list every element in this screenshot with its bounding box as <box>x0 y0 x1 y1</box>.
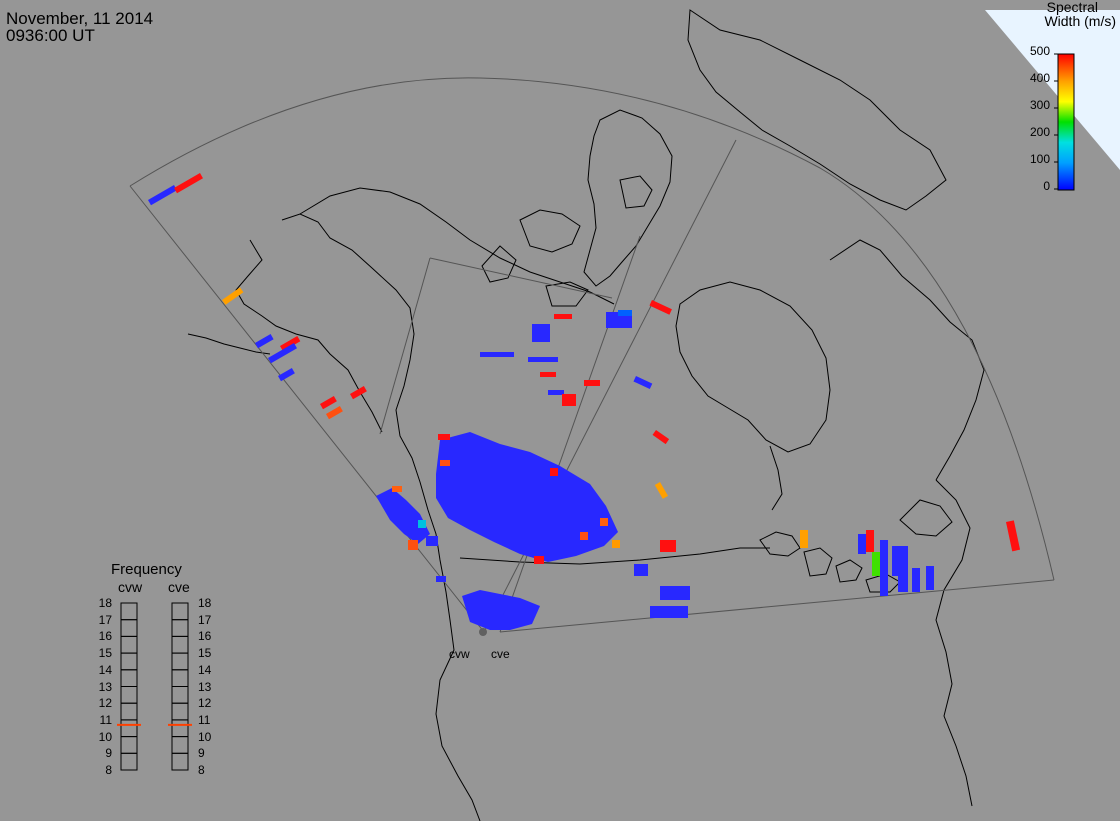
frequency-tick-label: 14 <box>198 662 212 677</box>
fov-outer-arc <box>129 77 1055 581</box>
colorbar-tick-label: 200 <box>1029 125 1050 139</box>
site-label-cve: cve <box>491 647 510 661</box>
radar-site-marker <box>479 628 487 636</box>
colorbar-tick-label: 0 <box>1043 179 1050 193</box>
frequency-tick-label: 10 <box>198 729 212 744</box>
time-label: 0936:00 UT <box>6 26 95 45</box>
fov-east-edge <box>499 579 1055 633</box>
frequency-tick-label: 17 <box>98 612 112 627</box>
frequency-cell <box>120 752 138 771</box>
pacific-coastline <box>281 213 481 821</box>
site-label-cvw: cvw <box>449 647 470 661</box>
frequency-tick-label: 16 <box>198 629 212 644</box>
frequency-title: Frequency <box>111 561 182 578</box>
arctic-coast <box>299 187 615 305</box>
colorbar-tick-label: 500 <box>1029 44 1050 58</box>
frequency-tick-label: 9 <box>198 746 205 761</box>
james-bay <box>769 445 783 511</box>
fov-inner-right <box>499 235 641 633</box>
frequency-tick-label: 17 <box>198 612 212 627</box>
date-label: November, 11 2014 <box>6 9 154 28</box>
greenland <box>687 9 947 211</box>
colorbar-title-line1: Spectral <box>1046 0 1098 15</box>
frequency-tick-label: 15 <box>98 646 112 661</box>
frequency-tick-label: 15 <box>198 646 212 661</box>
alaska-coast <box>235 239 383 433</box>
frequency-tick-label: 8 <box>198 763 205 777</box>
frequency-tick-label: 11 <box>198 712 211 727</box>
backscatter-patch-near <box>462 590 540 630</box>
frequency-radar-header-cvw: cvw <box>118 579 143 595</box>
colorbar <box>1057 53 1075 191</box>
arctic-islands <box>481 175 653 307</box>
hudson-bay <box>675 281 831 453</box>
frequency-tick-label: 12 <box>98 696 112 711</box>
labrador-coast <box>829 239 985 481</box>
frequency-tick-label: 12 <box>198 696 212 711</box>
baffin-island <box>583 109 673 287</box>
colorbar-tick-label: 400 <box>1029 71 1050 85</box>
frequency-tick-label: 13 <box>98 679 112 694</box>
frequency-tick-label: 10 <box>98 729 112 744</box>
aleutian-chain <box>187 333 271 355</box>
frequency-tick-label: 13 <box>198 679 212 694</box>
frequency-tick-label: 18 <box>98 596 112 610</box>
colorbar-ticks <box>1054 53 1058 190</box>
scatter-returns <box>148 173 1021 630</box>
colorbar-tick-label: 300 <box>1029 98 1050 112</box>
fov-west-boundary-2 <box>429 257 613 299</box>
frequency-tick-label: 14 <box>98 662 112 677</box>
frequency-tick-label: 18 <box>198 596 212 610</box>
backscatter-patch-main <box>436 432 618 562</box>
frequency-tick-label: 11 <box>99 712 112 727</box>
radar-fov <box>129 77 1055 633</box>
backscatter-patch-coast <box>376 488 430 544</box>
frequency-cell <box>171 752 189 771</box>
colorbar-tick-label: 100 <box>1029 152 1050 166</box>
frequency-boxes <box>117 602 192 771</box>
atlantic-coast <box>935 479 973 807</box>
fov-west-boundary <box>379 257 431 435</box>
map-corner-edge <box>985 10 1120 170</box>
frequency-tick-label: 9 <box>105 746 112 761</box>
colorbar-title-line2: Width (m/s) <box>1044 13 1116 29</box>
frequency-tick-label: 16 <box>98 629 112 644</box>
frequency-radar-header-cve: cve <box>168 579 190 595</box>
fov-west-edge <box>129 185 485 633</box>
frequency-tick-label: 8 <box>105 763 112 777</box>
gulf-st-lawrence <box>899 499 953 537</box>
